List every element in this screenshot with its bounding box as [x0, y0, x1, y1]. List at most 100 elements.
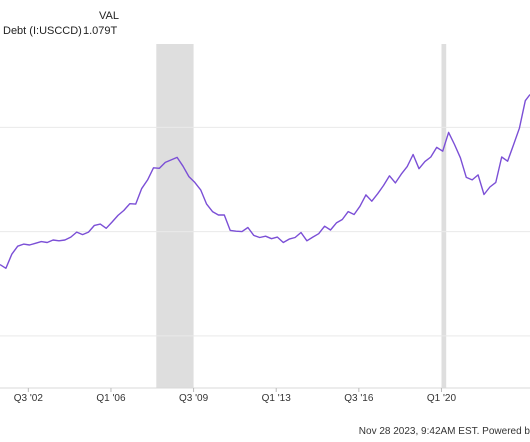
- data-point: [430, 156, 431, 157]
- data-point: [383, 185, 384, 186]
- data-point: [265, 236, 266, 237]
- data-point: [94, 225, 95, 226]
- data-point: [395, 182, 396, 183]
- data-point: [318, 233, 319, 234]
- data-point: [513, 144, 514, 145]
- data-point: [58, 240, 59, 241]
- data-point: [348, 211, 349, 212]
- data-point: [336, 222, 337, 223]
- data-point: [501, 156, 502, 157]
- data-point: [389, 175, 390, 176]
- recession-band-0: [156, 44, 194, 388]
- data-point: [271, 238, 272, 239]
- x-tick-label-4: Q3 '16: [344, 393, 374, 404]
- data-point: [507, 161, 508, 162]
- data-point: [212, 211, 213, 212]
- data-point: [117, 215, 118, 216]
- data-point: [436, 147, 437, 148]
- data-point: [359, 206, 360, 207]
- data-point: [35, 243, 36, 244]
- data-point: [483, 194, 484, 195]
- footer-credit: Nov 28 2023, 9:42AM EST. Powered b: [358, 426, 530, 437]
- data-point: [176, 157, 177, 158]
- data-point: [371, 201, 372, 202]
- data-point: [424, 161, 425, 162]
- data-point: [300, 232, 301, 233]
- data-point: [11, 254, 12, 255]
- data-point: [477, 174, 478, 175]
- data-point: [82, 234, 83, 235]
- data-point: [29, 244, 30, 245]
- x-tick-label-5: Q1 '20: [427, 393, 457, 404]
- series-line-0: [0, 94, 530, 270]
- data-point: [442, 151, 443, 152]
- data-point: [171, 159, 172, 160]
- data-point: [247, 227, 248, 228]
- data-point: [106, 228, 107, 229]
- legend-value-header: VAL: [99, 10, 119, 22]
- data-point: [17, 246, 18, 247]
- data-point: [413, 154, 414, 155]
- data-point: [330, 229, 331, 230]
- data-point: [283, 242, 284, 243]
- data-point: [277, 236, 278, 237]
- data-point: [218, 214, 219, 215]
- data-point: [253, 235, 254, 236]
- data-point: [23, 244, 24, 245]
- legend-series-name[interactable]: Debt (I:USCCD): [3, 25, 82, 37]
- data-point: [525, 100, 526, 101]
- data-point: [188, 176, 189, 177]
- data-point: [200, 189, 201, 190]
- legend-header: VAL Debt (I:USCCD) 1.079T: [0, 0, 530, 44]
- data-point: [407, 166, 408, 167]
- data-point: [47, 242, 48, 243]
- data-point: [472, 179, 473, 180]
- data-point: [224, 214, 225, 215]
- data-point: [230, 230, 231, 231]
- data-point: [112, 221, 113, 222]
- data-point: [401, 173, 402, 174]
- data-point: [153, 167, 154, 168]
- data-point: [495, 182, 496, 183]
- x-tick-label-1: Q1 '06: [96, 393, 126, 404]
- data-point: [76, 231, 77, 232]
- data-point: [418, 168, 419, 169]
- data-point: [206, 204, 207, 205]
- data-point: [312, 236, 313, 237]
- data-point: [129, 203, 130, 204]
- data-point: [5, 268, 6, 269]
- data-point: [466, 177, 467, 178]
- line-chart[interactable]: Q3 '02 Q1 '06 Q3 '09 Q1 '13 Q3 '16 Q1 '20: [0, 44, 530, 424]
- data-point: [259, 237, 260, 238]
- data-point: [147, 179, 148, 180]
- data-point: [88, 231, 89, 232]
- recession-band-1: [441, 44, 447, 388]
- data-point: [306, 240, 307, 241]
- x-tick-label-0: Q3 '02: [14, 393, 44, 404]
- data-point: [182, 166, 183, 167]
- data-point: [454, 144, 455, 145]
- data-point: [295, 237, 296, 238]
- data-point: [53, 239, 54, 240]
- data-point: [365, 194, 366, 195]
- data-point: [141, 188, 142, 189]
- x-tick-label-2: Q3 '09: [179, 393, 209, 404]
- x-tick-label-3: Q1 '13: [262, 393, 292, 404]
- data-point: [342, 219, 343, 220]
- data-point: [241, 231, 242, 232]
- data-point: [159, 168, 160, 169]
- data-point: [123, 210, 124, 211]
- data-point: [194, 182, 195, 183]
- data-point: [100, 224, 101, 225]
- data-point: [70, 236, 71, 237]
- data-point: [460, 157, 461, 158]
- data-point: [519, 128, 520, 129]
- data-point: [64, 239, 65, 240]
- data-point: [354, 214, 355, 215]
- legend-series-value: 1.079T: [83, 25, 118, 37]
- data-point: [289, 239, 290, 240]
- data-point: [489, 186, 490, 187]
- data-point: [41, 241, 42, 242]
- data-point: [324, 226, 325, 227]
- data-point: [165, 162, 166, 163]
